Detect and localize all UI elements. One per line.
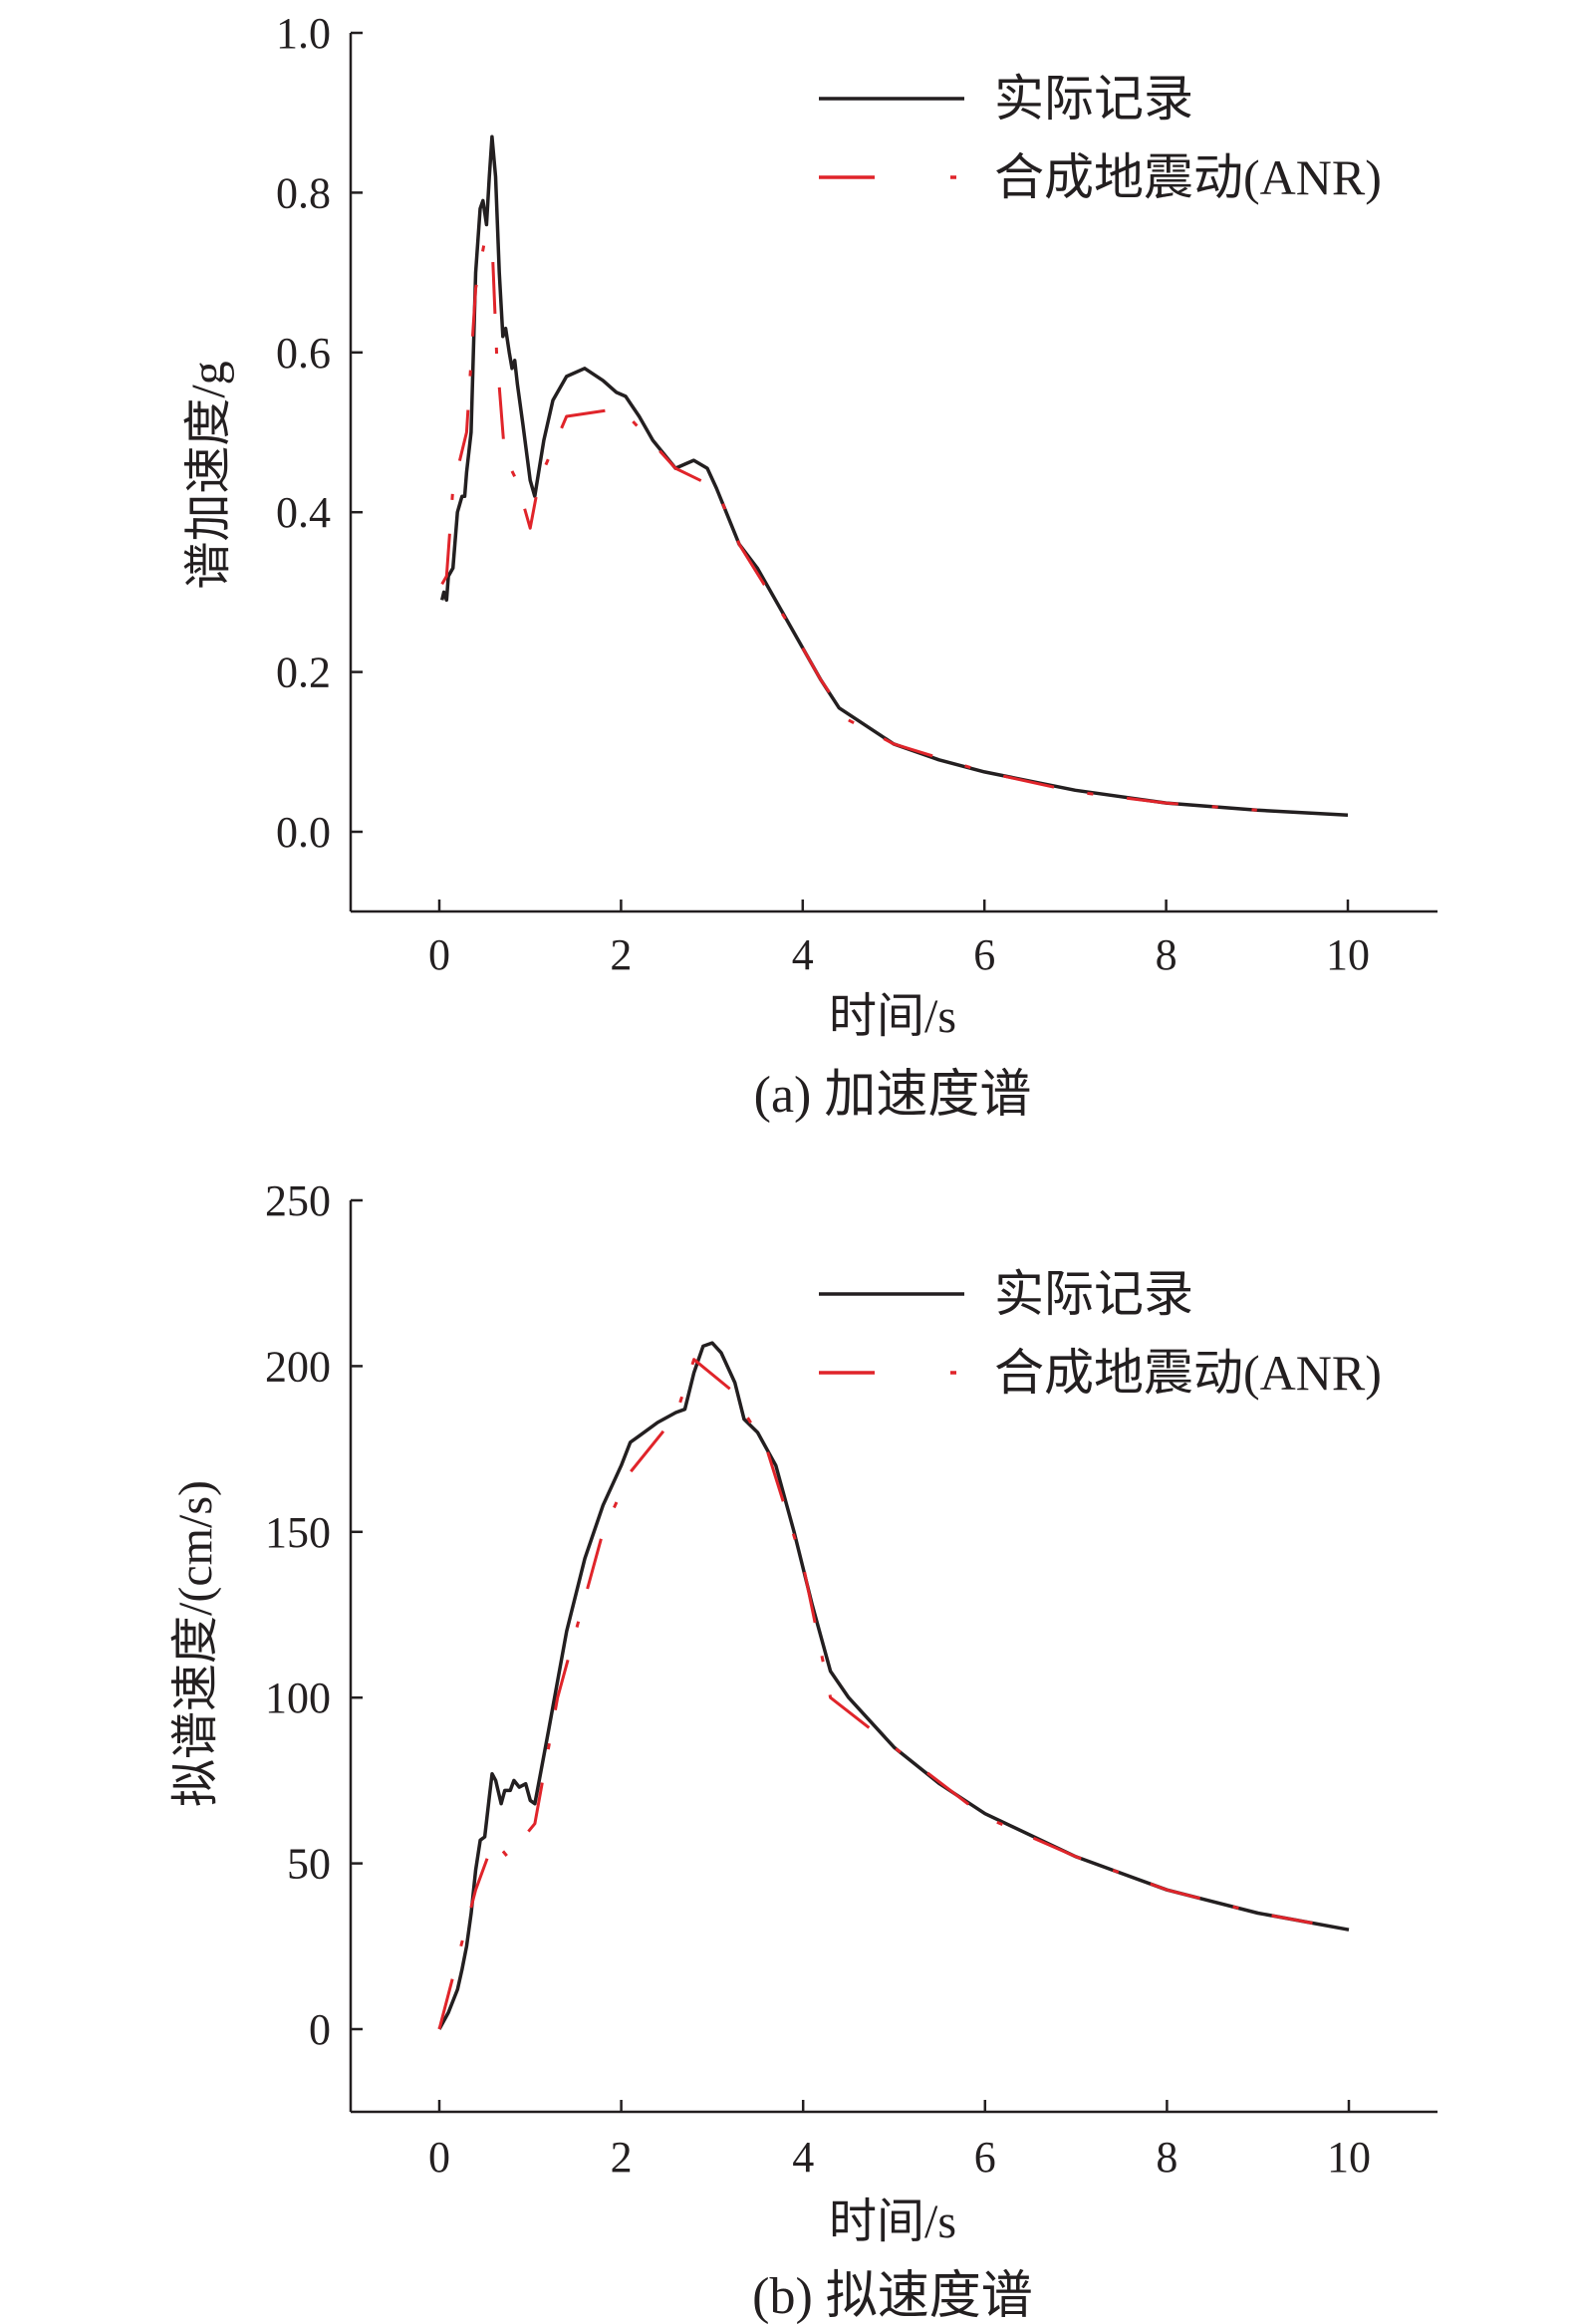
- x-tick-label: 8: [1156, 2133, 1177, 2182]
- chart-pseudo-velocity-spectrum: (b) 拟速度谱 时间/s 拟谱速度/(cm/s) 实际记录 合成地震动(ANR…: [169, 1176, 1438, 2324]
- x-tick-label: 10: [1326, 930, 1370, 979]
- x-axis-label-a: 时间/s: [829, 990, 956, 1043]
- x-tick-label: 4: [792, 930, 814, 979]
- y-axis-label-b: 拟谱速度/(cm/s): [169, 1480, 222, 1807]
- y-tick-label: 50: [287, 1840, 331, 1889]
- y-tick-label: 1.0: [276, 9, 331, 58]
- y-tick-label: 0.2: [276, 648, 331, 697]
- series-line-actual: [437, 1341, 1350, 2030]
- x-tick-label: 0: [428, 930, 450, 979]
- y-tick-label: 0.8: [276, 168, 331, 217]
- y-tick-label: 150: [265, 1508, 331, 1557]
- legend-label-actual-b: 实际记录: [994, 1266, 1193, 1322]
- x-tick-label: 2: [610, 930, 632, 979]
- x-tick-label: 2: [611, 2133, 633, 2182]
- x-axis-label-b: 时间/s: [829, 2195, 956, 2248]
- caption-a: (a) 加速度谱: [754, 1067, 1032, 1124]
- y-tick-label: 100: [265, 1674, 331, 1722]
- series-line-actual: [439, 134, 1349, 817]
- y-tick-label: 0: [309, 2005, 331, 2054]
- x-tick-label: 8: [1156, 930, 1177, 979]
- legend-label-synthetic-a: 合成地震动(ANR): [994, 149, 1382, 205]
- x-tick-label: 6: [974, 2133, 996, 2182]
- legend-label-synthetic-b: 合成地震动(ANR): [994, 1345, 1382, 1401]
- chart-acceleration-spectrum: (a) 加速度谱 时间/s 谱加速度/g 实际记录 合成地震动(ANR) 0 2 4…: [182, 9, 1438, 1124]
- x-tick-label: 10: [1327, 2133, 1371, 2182]
- x-tick-label: 0: [428, 2133, 450, 2182]
- y-tick-label: 0.6: [276, 329, 331, 378]
- y-axis-label-a: 谱加速度/g: [182, 361, 235, 589]
- y-tick-label: 250: [265, 1176, 331, 1225]
- series-line-synthetic: [437, 1358, 1313, 2030]
- y-tick-label: 200: [265, 1342, 331, 1391]
- series-line-synthetic: [440, 239, 1257, 812]
- legend-label-actual-a: 实际记录: [994, 71, 1193, 127]
- caption-b: (b) 拟速度谱: [752, 2268, 1033, 2324]
- y-tick-label: 0.4: [276, 488, 331, 537]
- y-tick-label: 0.0: [276, 808, 331, 857]
- x-tick-label: 4: [792, 2133, 814, 2182]
- x-tick-label: 6: [973, 930, 995, 979]
